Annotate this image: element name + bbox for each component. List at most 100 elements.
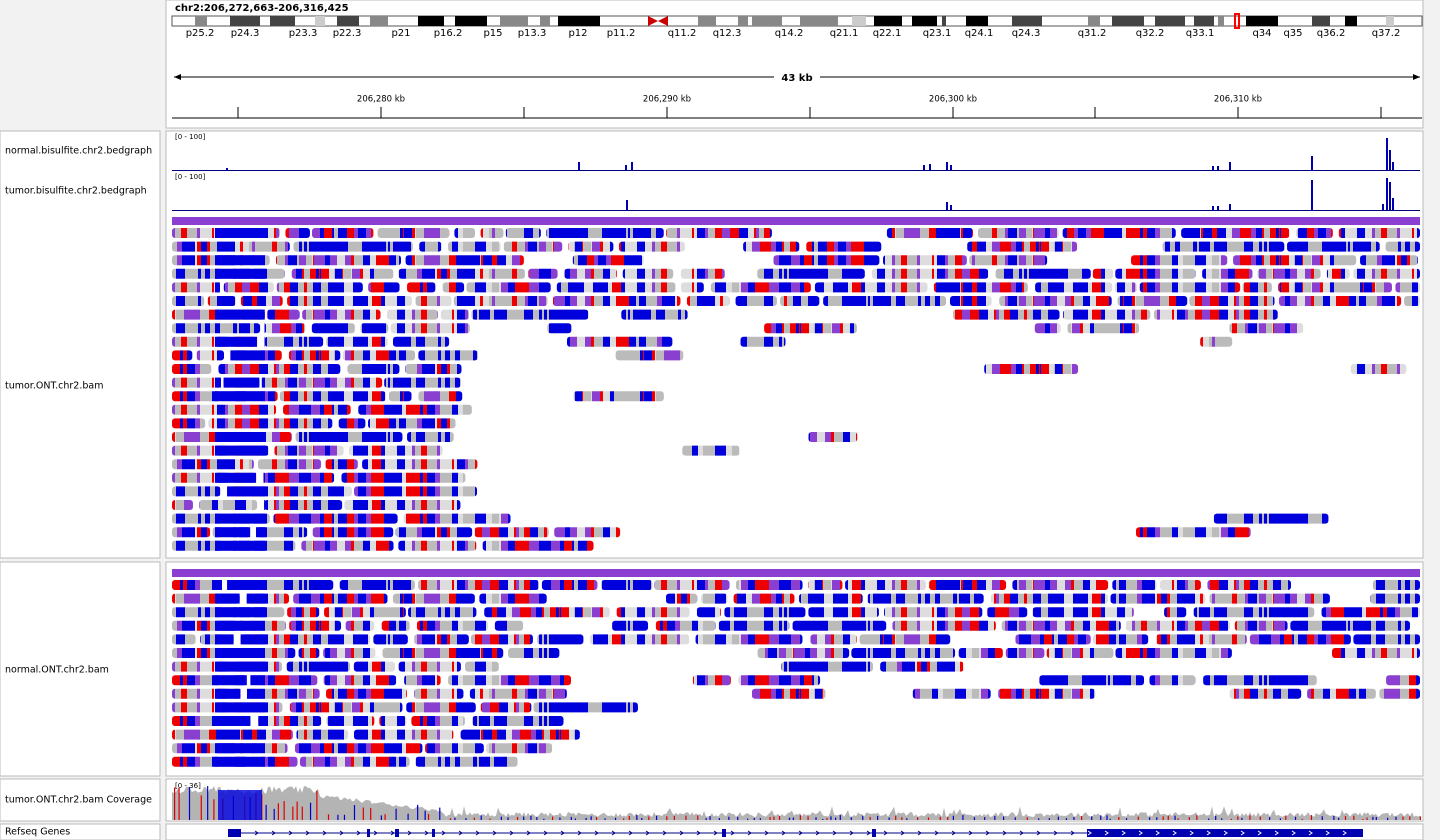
read xyxy=(274,445,344,456)
read xyxy=(1370,593,1420,604)
methyl-block xyxy=(261,377,265,388)
mismatch xyxy=(1208,818,1210,820)
mismatch xyxy=(753,817,755,820)
track-name: Refseq Genes xyxy=(5,827,70,838)
mismatch xyxy=(917,817,919,820)
read xyxy=(528,268,558,279)
data-range: [0 - 36] xyxy=(175,782,201,790)
read xyxy=(998,688,1096,699)
mismatch xyxy=(1026,817,1028,820)
cytoband xyxy=(1155,16,1185,26)
read xyxy=(1034,323,1061,334)
mismatch xyxy=(465,818,467,820)
read xyxy=(172,500,193,510)
read xyxy=(547,323,572,334)
read xyxy=(264,500,343,510)
mismatch xyxy=(1221,818,1223,820)
read xyxy=(326,716,375,726)
strand xyxy=(968,830,973,836)
read xyxy=(480,702,532,713)
read xyxy=(1332,648,1420,658)
read xyxy=(392,593,475,604)
read xyxy=(207,296,236,306)
read xyxy=(738,675,821,686)
read xyxy=(1372,580,1420,590)
read xyxy=(388,391,412,402)
track-name: tumor.ONT.chr2.bam Coverage xyxy=(5,795,152,806)
strand xyxy=(1189,830,1194,836)
read xyxy=(172,486,221,497)
mismatch xyxy=(877,815,879,820)
mismatch xyxy=(641,818,643,820)
read xyxy=(1035,282,1113,293)
read xyxy=(969,255,1048,266)
read xyxy=(240,296,283,306)
mismatch xyxy=(1310,815,1313,820)
strand xyxy=(1240,830,1245,836)
read xyxy=(283,404,351,415)
mismatch xyxy=(1174,815,1176,820)
read xyxy=(1386,675,1420,686)
read xyxy=(362,459,478,470)
read xyxy=(172,364,212,374)
mismatch xyxy=(984,817,986,820)
mismatch xyxy=(590,816,592,820)
read xyxy=(415,756,518,767)
read xyxy=(1233,255,1357,266)
strand xyxy=(866,830,871,836)
mismatch xyxy=(1148,817,1151,820)
strand xyxy=(1325,830,1330,836)
cytoband xyxy=(315,16,325,26)
strand xyxy=(594,830,599,836)
read xyxy=(1257,268,1321,279)
read xyxy=(1181,228,1290,238)
read xyxy=(353,729,454,740)
read xyxy=(398,540,477,551)
cytoband xyxy=(752,16,782,26)
read xyxy=(324,607,406,618)
methyl-block xyxy=(230,350,265,361)
read xyxy=(358,404,472,415)
cytoband xyxy=(1386,16,1394,26)
methyl-block xyxy=(215,377,221,388)
ruler-label: 206,310 kb xyxy=(1214,95,1262,105)
read xyxy=(172,323,261,334)
read xyxy=(808,432,858,442)
read xyxy=(810,634,857,645)
mismatch xyxy=(747,818,749,820)
read xyxy=(384,377,461,388)
read xyxy=(757,648,850,658)
cytoband-label: q21.1 xyxy=(830,28,859,39)
read xyxy=(912,688,991,699)
methyl-block xyxy=(258,716,265,726)
read xyxy=(395,527,473,538)
mismatch xyxy=(273,808,275,820)
name-panel-2 xyxy=(0,561,161,777)
mismatch xyxy=(473,817,475,820)
mismatch xyxy=(384,814,386,820)
signal xyxy=(1382,204,1384,210)
mismatch xyxy=(901,817,903,820)
cytoband xyxy=(1246,16,1278,26)
mismatch xyxy=(759,818,761,820)
strand xyxy=(560,830,565,836)
strand xyxy=(849,830,854,836)
signal xyxy=(1392,198,1394,210)
methyl-block xyxy=(215,580,222,590)
read xyxy=(469,688,567,699)
strand xyxy=(526,830,531,836)
mismatch xyxy=(380,815,382,820)
read xyxy=(301,540,394,551)
read xyxy=(589,634,690,645)
read xyxy=(172,527,211,538)
strand xyxy=(934,830,939,836)
cytoband-label: p11.2 xyxy=(607,28,636,39)
read xyxy=(293,241,413,252)
read xyxy=(883,255,967,266)
read xyxy=(470,634,533,645)
strand xyxy=(883,830,888,836)
mismatch xyxy=(614,817,617,820)
cytoband-label: q36.2 xyxy=(1317,28,1346,39)
read xyxy=(1278,282,1392,293)
read xyxy=(1117,296,1188,306)
